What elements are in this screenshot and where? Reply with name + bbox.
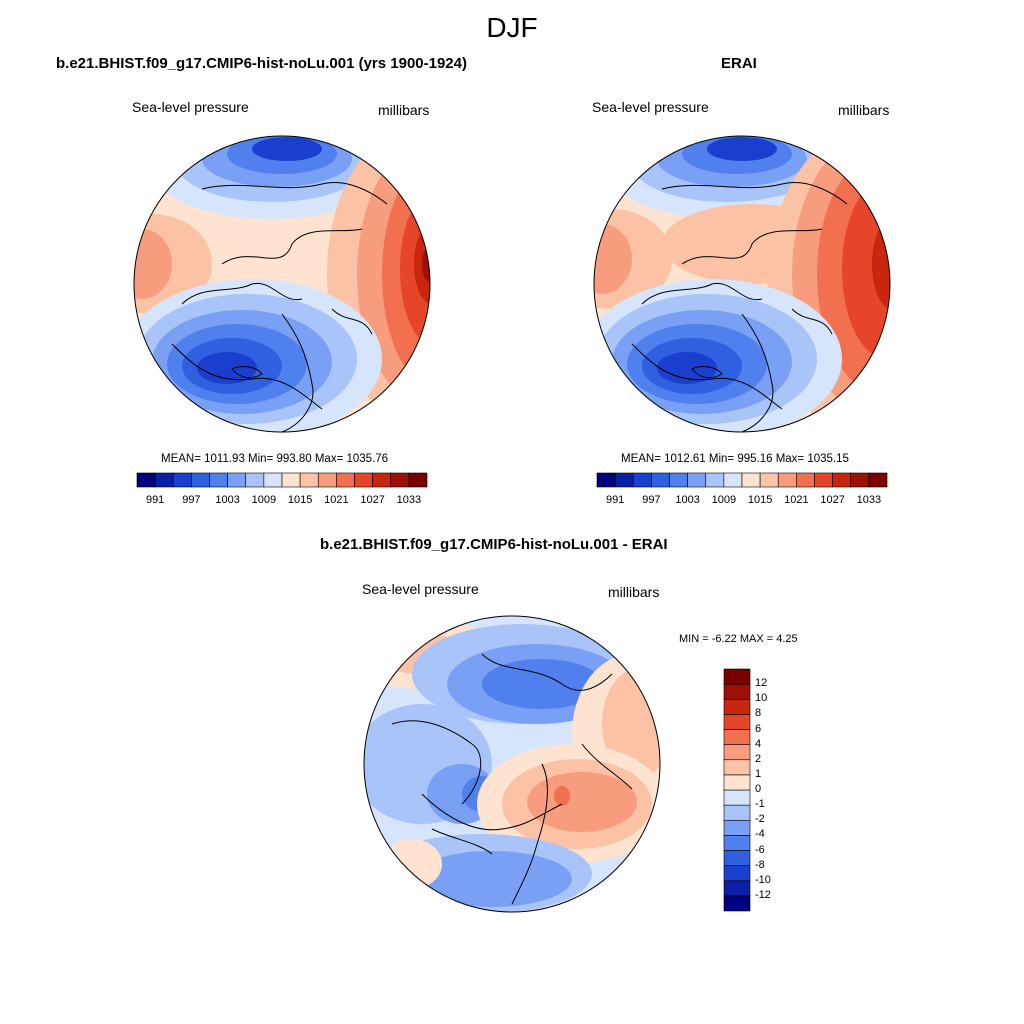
colorbar-swatch <box>723 729 751 745</box>
colorbar-label: 1033 <box>856 494 882 506</box>
colorbar-swatch <box>651 472 670 488</box>
colorbar-swatch <box>723 714 751 730</box>
figure-title: DJF <box>486 12 538 43</box>
model-colorbar <box>136 472 428 488</box>
colorbar-label: 12 <box>755 677 768 690</box>
colorbar-label: 10 <box>755 692 768 705</box>
erai-panel-title: ERAI <box>721 55 757 72</box>
colorbar-label: 1033 <box>396 494 422 506</box>
diff-panel-title: b.e21.BHIST.f09_g17.CMIP6-hist-noLu.001 … <box>320 536 668 553</box>
erai-left-label: Sea-level pressure <box>592 99 709 115</box>
colorbar-swatch <box>723 835 751 851</box>
colorbar-swatch <box>814 472 833 488</box>
colorbar-label: 2 <box>755 752 762 765</box>
colorbar-label: -1 <box>755 798 765 811</box>
colorbar-swatch <box>317 472 337 488</box>
colorbar-label: -2 <box>755 813 765 826</box>
colorbar-swatch <box>850 472 870 488</box>
colorbar-swatch <box>723 819 751 836</box>
colorbar-swatch <box>723 683 751 700</box>
colorbar-swatch <box>172 472 192 488</box>
colorbar-swatch <box>723 850 751 866</box>
colorbar-label: 1021 <box>324 494 349 506</box>
colorbar-label: 991 <box>145 494 165 506</box>
colorbar-swatch <box>723 774 751 791</box>
colorbar-label: -4 <box>755 828 765 841</box>
colorbar-swatch <box>723 698 751 715</box>
colorbar-label: 1015 <box>747 494 773 506</box>
diff-colorbar <box>723 668 751 912</box>
colorbar-swatch <box>390 472 410 488</box>
erai-stats: MEAN= 1012.61 Min= 995.16 Max= 1035.15 <box>621 453 849 465</box>
colorbar-swatch <box>154 472 174 488</box>
colorbar-swatch <box>408 472 428 488</box>
colorbar-swatch <box>868 472 888 488</box>
colorbar-label: 4 <box>755 737 762 750</box>
colorbar-label: 1027 <box>820 494 845 506</box>
colorbar-swatch <box>336 472 355 488</box>
model-polar-map <box>133 135 431 433</box>
colorbar-swatch <box>191 472 210 488</box>
colorbar-swatch <box>281 472 301 488</box>
colorbar-swatch <box>596 472 616 488</box>
colorbar-label: -10 <box>755 873 771 886</box>
model-left-label: Sea-level pressure <box>132 99 249 115</box>
colorbar-swatch <box>723 472 743 488</box>
colorbar-swatch <box>723 865 751 882</box>
colorbar-swatch <box>632 472 652 488</box>
colorbar-label: 8 <box>755 707 762 720</box>
erai-colorbar <box>596 472 888 488</box>
colorbar-label: 1021 <box>784 494 809 506</box>
colorbar-swatch <box>136 472 156 488</box>
colorbar-swatch <box>723 880 751 897</box>
model-stats: MEAN= 1011.93 Min= 993.80 Max= 1035.76 <box>161 453 389 465</box>
colorbar-swatch <box>209 472 228 488</box>
colorbar-label: 1003 <box>675 494 700 506</box>
colorbar-swatch <box>227 472 247 488</box>
colorbar-label: 1027 <box>360 494 385 506</box>
colorbar-swatch <box>723 744 751 761</box>
colorbar-label: 1015 <box>287 494 313 506</box>
colorbar-label: 1 <box>755 767 762 780</box>
colorbar-swatch <box>614 472 634 488</box>
colorbar-swatch <box>354 472 373 488</box>
colorbar-swatch <box>796 472 815 488</box>
colorbar-swatch <box>777 472 797 488</box>
erai-polar-map <box>593 135 891 433</box>
model-units-label: millibars <box>378 102 430 118</box>
erai-units-label: millibars <box>838 102 890 118</box>
colorbar-label: -8 <box>755 858 765 871</box>
colorbar-label: 1003 <box>215 494 240 506</box>
diff-polar-map <box>363 615 661 913</box>
colorbar-label: 991 <box>605 494 625 506</box>
colorbar-swatch <box>832 472 852 488</box>
colorbar-label: 997 <box>182 494 201 506</box>
colorbar-swatch <box>299 472 319 488</box>
colorbar-label: 997 <box>642 494 661 506</box>
colorbar-swatch <box>723 895 751 912</box>
colorbar-swatch <box>723 804 751 821</box>
colorbar-swatch <box>372 472 392 488</box>
colorbar-label: 1009 <box>711 494 737 506</box>
colorbar-swatch <box>687 472 707 488</box>
colorbar-swatch <box>723 759 751 776</box>
colorbar-swatch <box>723 789 751 806</box>
diff-units-label: millibars <box>608 584 660 600</box>
colorbar-label: 0 <box>755 783 762 795</box>
diff-left-label: Sea-level pressure <box>362 581 479 597</box>
colorbar-swatch <box>245 472 265 488</box>
colorbar-swatch <box>705 472 725 488</box>
colorbar-swatch <box>669 472 688 488</box>
colorbar-swatch <box>759 472 779 488</box>
model-panel-title: b.e21.BHIST.f09_g17.CMIP6-hist-noLu.001 … <box>56 55 467 72</box>
colorbar-swatch <box>741 472 761 488</box>
colorbar-swatch <box>263 472 283 488</box>
colorbar-label: 1009 <box>251 494 277 506</box>
diff-stats: MIN = -6.22 MAX = 4.25 <box>679 633 798 645</box>
colorbar-label: -12 <box>755 888 771 901</box>
colorbar-swatch <box>723 668 751 685</box>
colorbar-label: -6 <box>755 843 765 856</box>
colorbar-label: 6 <box>755 722 762 735</box>
